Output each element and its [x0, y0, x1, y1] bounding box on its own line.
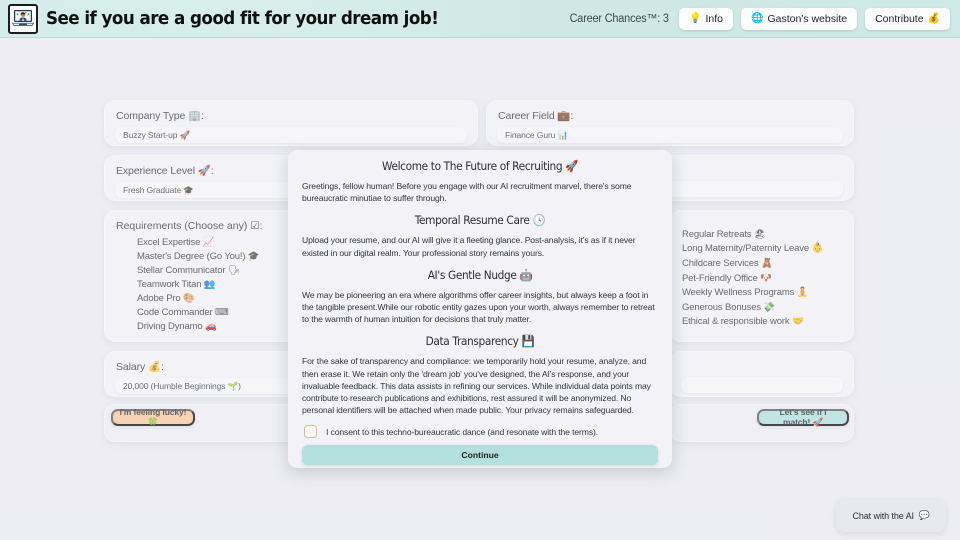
info-button[interactable]: 💡 Info: [679, 7, 733, 30]
speech-bubble-icon: 💬: [918, 510, 930, 520]
modal-section-title-ai-gentle-nudge: AI's Gentle Nudge 🤖: [427, 267, 533, 282]
requirement-item-adobe[interactable]: Adobe Pro 🎨: [137, 292, 195, 304]
perk-item-ethical[interactable]: Ethical & responsible work 🤝: [682, 316, 804, 328]
page-body: Company Type 🏢: Buzzy Start-up 🚀 Experie…: [0, 38, 960, 540]
company-type-input[interactable]: Buzzy Start-up 🚀: [115, 127, 467, 143]
requirement-item-communicator[interactable]: Stellar Communicator 🗣: [137, 264, 240, 276]
gastons-website-button[interactable]: 🌐 Gaston's website: [741, 7, 858, 30]
modal-section-body-temporal-resume-care: Upload your resume, and our AI will give…: [302, 235, 636, 258]
modal-section-title-temporal-resume-care: Temporal Resume Care 🕓: [414, 213, 546, 228]
consent-checkbox-label: I consent to this techno-bureaucratic da…: [326, 426, 598, 437]
career-field-input[interactable]: Finance Guru 📊: [497, 127, 843, 143]
chat-with-ai-label: Chat with the AI: [852, 510, 914, 521]
company-type-card: Company Type 🏢: Buzzy Start-up 🚀: [104, 100, 478, 146]
modal-intro-text: Greetings, fellow human! Before you enga…: [302, 181, 632, 204]
career-field-card: Career Field 💼: Finance Guru 📊: [486, 100, 854, 146]
modal-section-body-ai-gentle-nudge: We may be pioneering an era where algori…: [302, 289, 655, 325]
page-title: See if you are a good fit for your dream…: [46, 8, 439, 29]
requirement-item-excel[interactable]: Excel Expertise 📈: [137, 236, 215, 248]
info-button-label: Info: [705, 12, 723, 25]
perk-item-parental-leave[interactable]: Long Maternity/Paternity Leave 👶: [682, 243, 824, 255]
globe-icon: 🌐: [751, 13, 764, 24]
gastons-website-button-label: Gaston's website: [767, 12, 848, 25]
feeling-lucky-button[interactable]: I'm feeling lucky! 🍀: [111, 407, 195, 427]
welcome-modal: Welcome to The Future of Recruiting 🚀 Gr…: [288, 150, 672, 468]
requirements-label: Requirements (Choose any) ☑:: [116, 220, 263, 232]
app-logo: [8, 3, 38, 34]
lightbulb-icon: 💡: [689, 13, 702, 24]
salary-label: Salary 💰:: [116, 361, 164, 373]
career-chances-counter: Career Chances™: 3: [569, 12, 669, 25]
perk-item-wellness[interactable]: Weekly Wellness Programs 🧘: [682, 287, 809, 299]
company-type-label: Company Type 🏢:: [116, 110, 204, 122]
header-actions: Career Chances™: 3 💡 Info 🌐 Gaston's web…: [567, 7, 950, 30]
consent-checkbox[interactable]: [304, 425, 317, 439]
laptop-person-icon: [12, 9, 34, 28]
modal-section-body-data-transparency: For the sake of transparency and complia…: [302, 356, 651, 416]
perks-card: Regular Retreats 🏖 Long Maternity/Patern…: [670, 210, 854, 342]
right-extra-field-card: [670, 351, 854, 397]
right-extra-field-input[interactable]: [681, 377, 843, 393]
continue-button[interactable]: Continue: [302, 445, 658, 466]
requirement-item-masters[interactable]: Master's Degree (Go You!) 🎓: [137, 250, 260, 262]
modal-title: Welcome to The Future of Recruiting 🚀: [381, 159, 579, 173]
perk-item-pet-friendly[interactable]: Pet-Friendly Office 🐶: [682, 272, 772, 284]
lets-see-if-i-match-button[interactable]: Let's see if I match! 🚀: [757, 407, 849, 427]
money-bag-icon: 💰: [927, 13, 940, 24]
career-field-label: Career Field 💼:: [498, 110, 574, 122]
perk-item-childcare[interactable]: Childcare Services 🧸: [682, 257, 773, 269]
requirement-item-code[interactable]: Code Commander ⌨: [137, 306, 229, 318]
requirement-item-driving[interactable]: Driving Dynamo 🚗: [137, 320, 217, 332]
modal-overlay: Welcome to The Future of Recruiting 🚀 Gr…: [0, 38, 960, 540]
app-header: See if you are a good fit for your dream…: [0, 0, 960, 38]
consent-row: I consent to this techno-bureaucratic da…: [304, 425, 658, 439]
perk-item-retreats[interactable]: Regular Retreats 🏖: [682, 228, 766, 240]
contribute-button[interactable]: Contribute 💰: [865, 7, 950, 30]
chat-with-ai-button[interactable]: Chat with the AI 💬: [836, 499, 946, 532]
experience-level-label: Experience Level 🚀:: [116, 165, 214, 177]
contribute-button-label: Contribute: [875, 12, 924, 25]
modal-section-title-data-transparency: Data Transparency 💾: [425, 334, 535, 349]
perk-item-bonuses[interactable]: Generous Bonuses 💸: [682, 301, 776, 313]
requirement-item-teamwork[interactable]: Teamwork Titan 👥: [137, 278, 216, 290]
